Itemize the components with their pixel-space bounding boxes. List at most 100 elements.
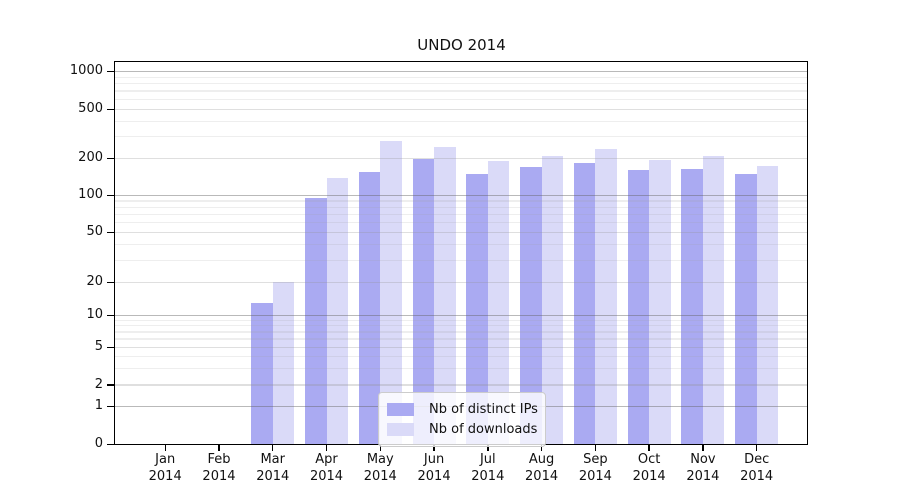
y-tick-10 <box>107 315 114 317</box>
x-tick-label-sep: Sep 2014 <box>578 452 612 484</box>
gridline-2 <box>115 384 807 386</box>
bar-dec-distinct-ips <box>735 173 757 445</box>
legend-swatch-downloads <box>387 422 414 436</box>
x-tick-label-mar: Mar 2014 <box>256 452 290 484</box>
y-tick-1 <box>107 406 114 408</box>
y-tick-0 <box>107 443 114 446</box>
y-tick-500 <box>107 108 114 110</box>
gridline-700 <box>115 90 807 92</box>
bar-sep-downloads <box>595 148 617 445</box>
gridline-90 <box>115 200 807 202</box>
gridline-30 <box>115 259 807 261</box>
bar-oct-downloads <box>649 160 671 445</box>
y-tick-label-1000: 1000 <box>69 63 103 79</box>
gridline-70 <box>115 213 807 216</box>
bar-may-distinct-ips <box>358 172 381 445</box>
gridline-10 <box>115 315 807 317</box>
y-tick-label-5: 5 <box>94 338 103 354</box>
x-tick-sep <box>594 445 597 451</box>
x-tick-label-may: May 2014 <box>363 452 397 484</box>
gridline-3 <box>115 367 807 369</box>
y-tick-label-200: 200 <box>78 150 103 166</box>
x-tick-label-jul: Jul 2014 <box>471 452 505 484</box>
gridline-4 <box>115 355 807 358</box>
x-tick-label-dec: Dec 2014 <box>740 452 774 484</box>
bar-nov-downloads <box>702 156 725 445</box>
bar-jun-downloads <box>434 146 456 445</box>
gridline-500 <box>115 108 807 110</box>
x-tick-nov <box>702 445 704 451</box>
gridline-300 <box>115 136 807 138</box>
bar-jul-downloads <box>487 161 510 445</box>
x-tick-label-jan: Jan 2014 <box>148 452 182 484</box>
x-tick-apr <box>325 445 328 451</box>
y-tick-2 <box>107 384 114 386</box>
gridline-40 <box>115 244 807 246</box>
x-tick-label-nov: Nov 2014 <box>686 452 720 484</box>
gridline-5 <box>115 346 807 348</box>
bar-oct-distinct-ips <box>627 170 650 445</box>
gridline-900 <box>115 76 807 78</box>
gridline-800 <box>115 83 807 85</box>
x-tick-jun <box>433 445 435 451</box>
bar-apr-downloads <box>326 177 348 445</box>
x-tick-mar <box>272 445 274 451</box>
gridline-7 <box>115 331 807 333</box>
x-tick-dec <box>755 445 758 451</box>
bar-jul-distinct-ips <box>466 173 488 445</box>
gridline-60 <box>115 222 807 224</box>
y-tick-5 <box>107 346 114 348</box>
legend: Nb of distinct IPs Nb of downloads <box>378 392 546 447</box>
x-tick-label-feb: Feb 2014 <box>202 452 236 484</box>
legend-item-downloads: Nb of downloads <box>387 419 538 439</box>
legend-item-distinct-ips: Nb of distinct IPs <box>387 399 538 419</box>
y-tick-100 <box>107 194 114 196</box>
y-tick-label-2: 2 <box>94 376 103 392</box>
bar-sep-distinct-ips <box>573 162 596 445</box>
gridline-200 <box>115 158 807 160</box>
gridline-400 <box>115 120 807 122</box>
x-tick-label-aug: Aug 2014 <box>525 452 559 484</box>
x-tick-jul <box>487 445 489 451</box>
bar-jun-distinct-ips <box>412 158 435 445</box>
legend-label-downloads: Nb of downloads <box>429 421 538 437</box>
bar-dec-downloads <box>756 165 779 445</box>
gridline-9 <box>115 319 807 322</box>
bar-aug-distinct-ips <box>520 167 542 445</box>
gridline-6 <box>115 338 807 340</box>
gridline-20 <box>115 281 807 283</box>
y-tick-label-1: 1 <box>94 398 103 414</box>
legend-swatch-distinct-ips <box>387 402 414 416</box>
bar-aug-downloads <box>541 156 564 445</box>
chart-title: UNDO 2014 <box>417 36 506 54</box>
gridline-80 <box>115 206 807 208</box>
bar-apr-distinct-ips <box>305 198 327 445</box>
x-tick-oct <box>648 445 650 451</box>
y-tick-label-100: 100 <box>78 186 103 202</box>
legend-label-distinct-ips: Nb of distinct IPs <box>429 401 538 417</box>
y-tick-1000 <box>107 71 114 73</box>
y-tick-label-20: 20 <box>86 273 103 289</box>
gridline-1000 <box>115 71 807 73</box>
y-tick-label-10: 10 <box>86 307 103 323</box>
y-tick-200 <box>107 158 114 160</box>
x-tick-aug <box>540 445 543 451</box>
x-tick-jan <box>164 445 166 451</box>
gridline-50 <box>115 232 807 234</box>
bar-mar-distinct-ips <box>251 303 273 445</box>
bar-nov-distinct-ips <box>681 168 703 445</box>
gridline-8 <box>115 325 807 327</box>
x-tick-label-jun: Jun 2014 <box>417 452 451 484</box>
x-tick-feb <box>218 445 220 451</box>
gridline-100 <box>115 194 807 196</box>
y-tick-label-500: 500 <box>78 100 103 116</box>
gridline-600 <box>115 98 807 100</box>
y-tick-50 <box>107 232 114 234</box>
x-tick-label-oct: Oct 2014 <box>632 452 666 484</box>
y-tick-label-0: 0 <box>94 436 103 451</box>
bar-may-downloads <box>380 140 402 445</box>
y-tick-label-50: 50 <box>86 224 103 240</box>
x-tick-may <box>379 445 381 451</box>
y-tick-20 <box>107 281 114 283</box>
